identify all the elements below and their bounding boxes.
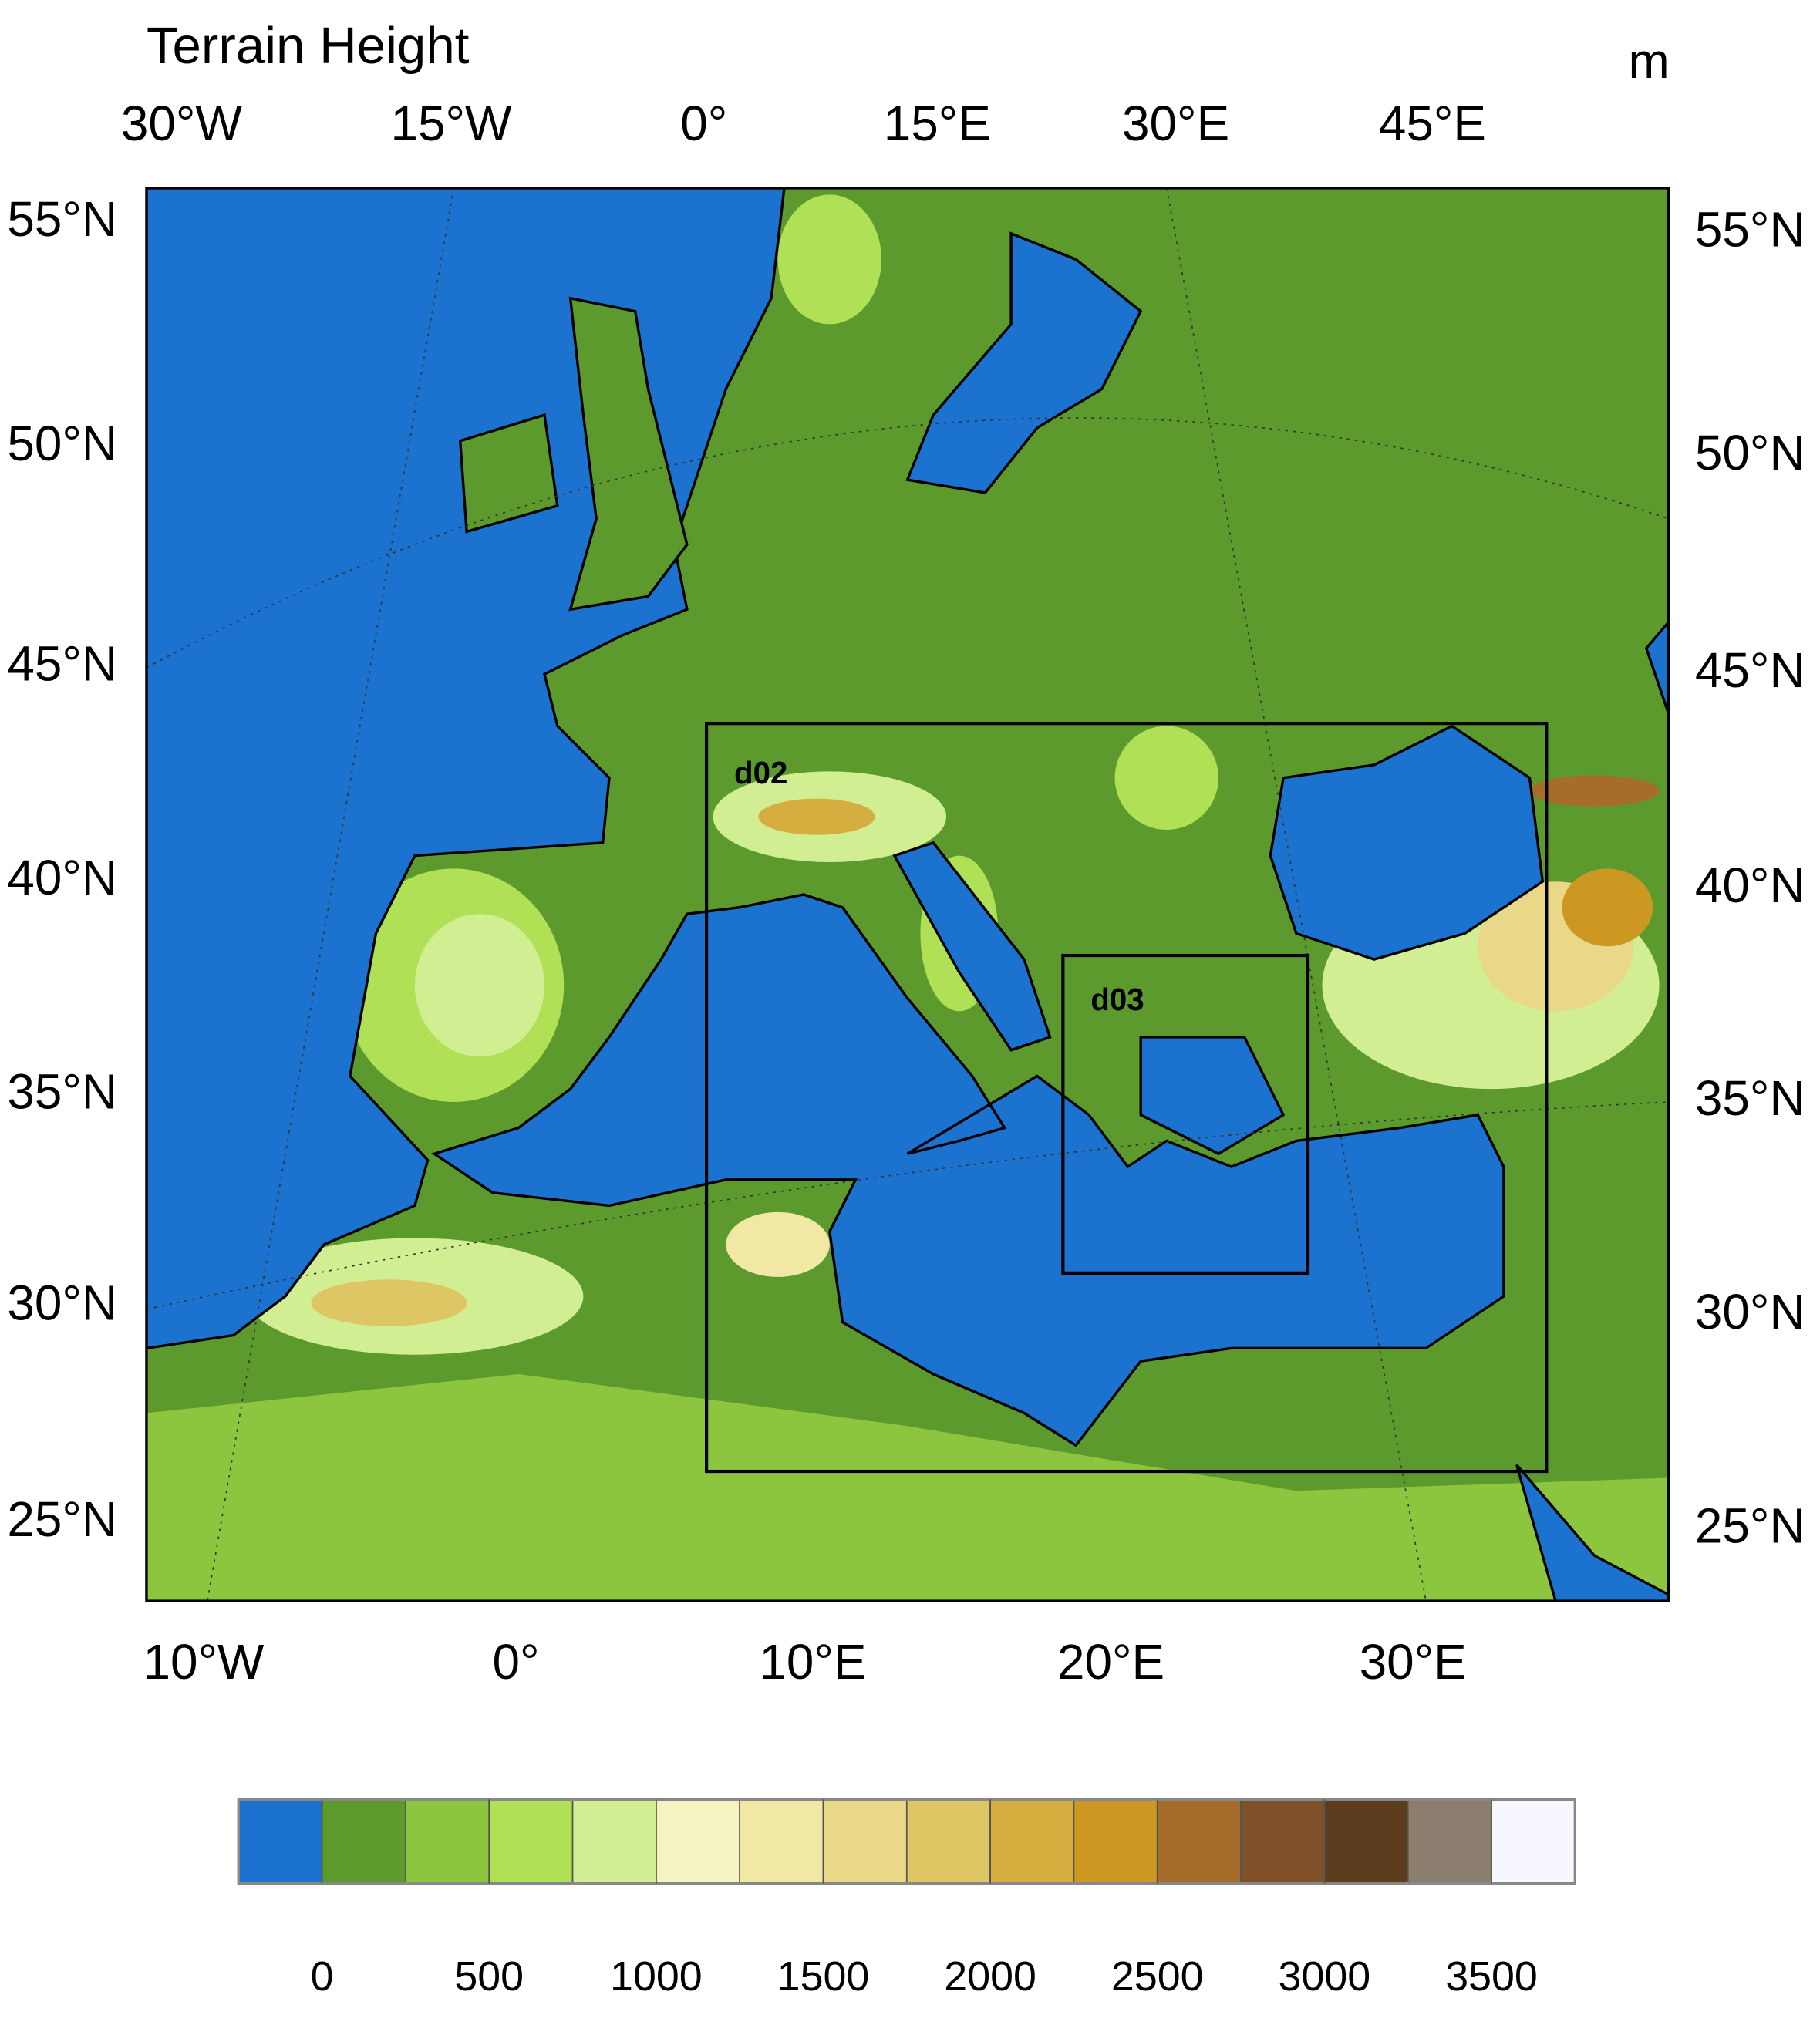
lat-label: 45°N [1695,642,1805,698]
lat-label: 30°N [1695,1284,1805,1339]
colorbar-box [905,1798,991,1885]
lat-label: 35°N [1695,1070,1805,1126]
colorbar-box [989,1798,1075,1885]
colorbar-tick-label: 2500 [1111,1953,1204,2000]
ireland [458,413,559,534]
lon-label: 0° [492,1634,539,1690]
lon-label: 10°W [143,1634,265,1690]
lat-label: 25°N [7,1491,117,1547]
domain-label: d02 [734,755,788,790]
lat-label: 40°N [1695,858,1805,913]
colorbar-box [238,1798,323,1885]
title: Terrain Height [147,17,470,75]
lat-label: 55°N [7,191,117,247]
lon-label: 10°E [759,1634,866,1690]
lon-label: 30°W [121,96,243,151]
map-frame [145,187,1670,1602]
caspian [1644,620,1669,714]
map [146,187,1669,1602]
lat-label: 35°N [7,1063,117,1119]
lat-label: 45°N [7,636,117,692]
colorbar-tick-label: 1500 [777,1953,870,2000]
baltic [905,231,1143,494]
colorbar-box [822,1798,908,1885]
lon-label: 0° [680,96,727,151]
colorbar-box [571,1798,657,1885]
colorbar-box [1156,1798,1242,1885]
lon-label: 15°E [884,96,991,151]
lon-label: 15°W [391,96,513,151]
seas [146,187,1669,1602]
lat-label: 40°N [7,850,117,905]
colorbar-box [405,1798,490,1885]
colorbar-tick-label: 1000 [610,1953,703,2000]
colorbar-box [1407,1798,1492,1885]
colorbar-frame [237,1798,1576,1885]
left-lat-labels: 55°N 50°N 45°N 40°N 35°N 30°N 25°N [7,191,117,1547]
lon-label: 20°E [1057,1634,1164,1690]
aegean [1139,1036,1286,1156]
bottom-lon-labels: 10°W 0° 10°E 20°E 30°E [143,1634,1466,1690]
lat-label: 25°N [1695,1498,1805,1554]
adriatic [892,841,1052,1052]
colorbar-box [488,1798,574,1885]
domain-label: d03 [1090,982,1144,1017]
graticule [146,187,1669,1602]
colorbar-box [1323,1798,1409,1885]
colorbar: 0 500 1000 1500 2000 2500 3000 3500 [237,1798,1576,2000]
lat-label: 30°N [7,1275,117,1330]
colorbar-box [1491,1798,1576,1885]
lon-label: 30°E [1360,1634,1467,1690]
lat-label: 55°N [1695,202,1805,258]
colorbar-tick-label: 3000 [1279,1953,1371,2000]
colorbar-tick-label: 3500 [1445,1953,1538,2000]
lat-label: 50°N [1695,425,1805,480]
colorbar-box [1240,1798,1326,1885]
red-sea [1515,1464,1669,1602]
black-sea [1269,724,1545,961]
colorbar-tick-label: 0 [311,1953,334,2000]
great-britain [568,296,689,612]
colorbar-box [321,1798,406,1885]
lat-label: 50°N [7,416,117,471]
domain-box [1061,953,1310,1275]
lon-label: 45°E [1379,96,1486,151]
colorbar-box [656,1798,741,1885]
colorbar-box [739,1798,824,1885]
top-lon-labels: 30°W 15°W 0° 15°E 30°E 45°E [121,96,1486,151]
colorbar-tick-label: 500 [454,1953,524,2000]
colorbar-box [1073,1798,1158,1885]
right-lat-labels: 55°N 50°N 45°N 40°N 35°N 30°N 25°N [1695,202,1805,1554]
unit-label: m [1629,33,1670,89]
mediterranean [431,893,1505,1447]
domain-box [704,722,1549,1474]
colorbar-tick-label: 2000 [944,1953,1036,2000]
lon-label: 30°E [1122,96,1229,151]
